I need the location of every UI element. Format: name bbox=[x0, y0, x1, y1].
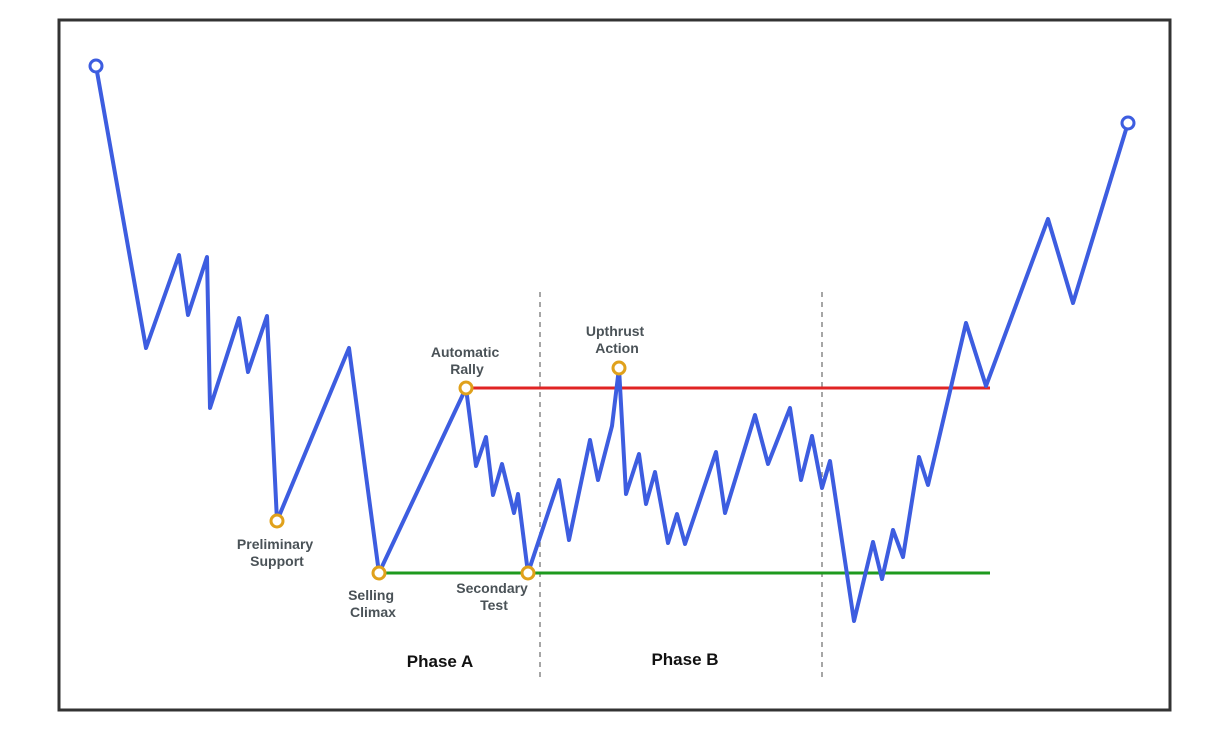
upthrust-action-label-line-1: Upthrust bbox=[586, 323, 645, 339]
upthrust-action-marker bbox=[611, 360, 627, 376]
preliminary-support-label-line-2: Support bbox=[250, 553, 304, 569]
phase-a-label: Phase A bbox=[407, 652, 473, 671]
selling-climax-label-line-2: Climax bbox=[350, 604, 396, 620]
start-point-marker bbox=[88, 58, 104, 74]
automatic-rally-marker bbox=[458, 380, 474, 396]
selling-climax-label: Selling Climax bbox=[348, 587, 398, 620]
automatic-rally-label-line-1: Automatic bbox=[431, 344, 500, 360]
secondary-test-label-line-1: Secondary bbox=[456, 580, 528, 596]
secondary-test-label-line-2: Test bbox=[480, 597, 508, 613]
preliminary-support-marker bbox=[269, 513, 285, 529]
automatic-rally-label: Automatic Rally bbox=[431, 344, 503, 377]
secondary-test-marker bbox=[520, 565, 536, 581]
selling-climax-marker bbox=[371, 565, 387, 581]
upthrust-action-label-line-2: Action bbox=[595, 340, 639, 356]
upthrust-action-label: Upthrust Action bbox=[586, 323, 648, 356]
end-point-marker bbox=[1120, 115, 1136, 131]
automatic-rally-label-line-2: Rally bbox=[450, 361, 484, 377]
phase-b-label: Phase B bbox=[651, 650, 718, 669]
preliminary-support-label-line-1: Preliminary bbox=[237, 536, 313, 552]
selling-climax-label-line-1: Selling bbox=[348, 587, 394, 603]
preliminary-support-label: Preliminary Support bbox=[237, 536, 317, 569]
price-line bbox=[94, 64, 1130, 623]
secondary-test-label: Secondary Test bbox=[456, 580, 531, 613]
